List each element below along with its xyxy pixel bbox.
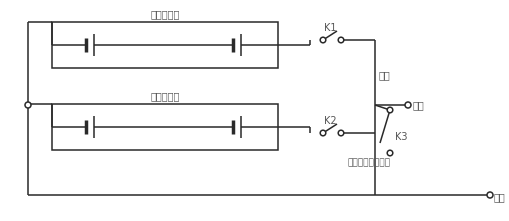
Text: 充电接口（总正）: 充电接口（总正）: [347, 158, 390, 168]
Circle shape: [386, 107, 392, 113]
Circle shape: [320, 37, 325, 43]
Circle shape: [337, 130, 343, 136]
Bar: [52, 22, 277, 68]
Circle shape: [25, 102, 31, 108]
Circle shape: [486, 192, 492, 198]
Text: 第一电池组: 第一电池组: [150, 9, 179, 19]
Text: 负载: 负载: [412, 100, 424, 110]
Circle shape: [386, 150, 392, 156]
Text: 总负: 总负: [493, 192, 505, 202]
Text: K3: K3: [394, 132, 407, 142]
Text: 总正: 总正: [378, 70, 390, 80]
Bar: [52, 104, 277, 150]
Circle shape: [320, 130, 325, 136]
Text: K1: K1: [323, 23, 336, 33]
Text: K2: K2: [323, 116, 336, 126]
Circle shape: [337, 37, 343, 43]
Text: 第二电池组: 第二电池组: [150, 91, 179, 101]
Circle shape: [404, 102, 410, 108]
